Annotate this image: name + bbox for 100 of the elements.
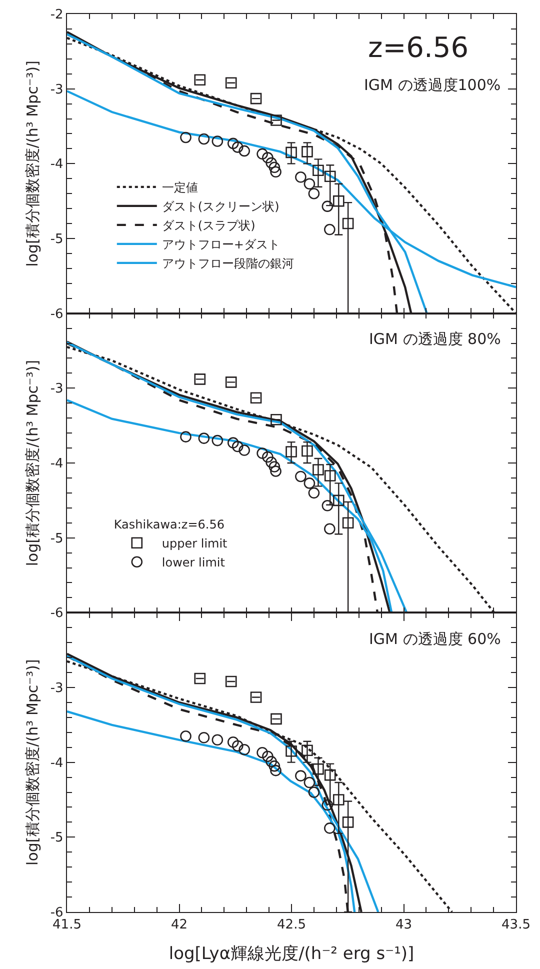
point — [227, 138, 239, 150]
y-tick-label: -6 — [50, 306, 64, 322]
point — [333, 494, 344, 506]
point — [286, 146, 297, 158]
point — [198, 732, 210, 744]
y-axis-title: log[積分個数密度/(h³ Mpc⁻³)] — [24, 659, 42, 866]
point — [227, 736, 239, 748]
x-tick-label: 43.5 — [502, 918, 530, 933]
point — [212, 136, 224, 147]
point — [324, 470, 336, 482]
point — [295, 770, 306, 782]
point — [333, 794, 344, 806]
point — [322, 500, 334, 512]
point — [198, 432, 210, 444]
point — [322, 200, 334, 212]
point — [225, 376, 237, 388]
y-tick-label: -3 — [50, 382, 64, 397]
legend-label: ダスト(スクリーン状) — [162, 200, 280, 214]
legend-label: アウトフロー段階の銀河 — [162, 256, 294, 271]
legend-label: upper limit — [162, 536, 228, 551]
y-tick-label: -4 — [50, 157, 64, 172]
point — [268, 162, 280, 174]
y-tick-label: -6 — [50, 606, 64, 622]
point — [180, 730, 192, 742]
point — [312, 763, 324, 775]
point — [232, 440, 244, 452]
y-tick-label: -5 — [50, 830, 64, 846]
point — [268, 461, 280, 472]
point — [308, 188, 320, 200]
y-tick-label: -3 — [50, 681, 64, 696]
point — [324, 523, 336, 534]
y-tick-label: -4 — [50, 756, 64, 771]
legend-label: アウトフロー+ダスト — [162, 238, 280, 252]
point — [286, 745, 297, 757]
legend-label: 一定値 — [162, 180, 198, 195]
point — [266, 456, 277, 468]
legend-label: lower limit — [162, 556, 226, 570]
point — [324, 769, 336, 781]
point — [212, 434, 224, 446]
y-tick-label: -3 — [50, 82, 64, 98]
point — [333, 195, 344, 207]
point — [225, 77, 237, 88]
point — [262, 152, 274, 164]
point — [266, 157, 277, 169]
x-axis-title: log[Lyα輝線光度/(h⁻² erg s⁻¹)] — [168, 944, 414, 964]
x-tick-label: 42.5 — [277, 918, 306, 933]
x-tick-label: 42 — [170, 918, 188, 933]
point — [238, 744, 250, 756]
point — [270, 713, 282, 725]
annotation: IGM の透過度100% — [364, 76, 501, 94]
point — [232, 740, 244, 752]
point — [262, 750, 274, 762]
point — [342, 517, 354, 529]
point — [198, 133, 210, 145]
legend-title: Kashikawa:z=6.56 — [114, 517, 224, 532]
point — [250, 392, 262, 404]
point — [270, 414, 282, 426]
point — [308, 487, 320, 499]
point — [270, 466, 282, 477]
y-axis-title: log[積分個数密度/(h³ Mpc⁻³)] — [24, 60, 42, 267]
legend-label: ダスト(スラブ状) — [162, 218, 256, 233]
point — [270, 114, 282, 126]
x-tick-label: 43 — [395, 918, 412, 933]
point — [250, 692, 262, 703]
point — [256, 148, 268, 160]
point — [250, 92, 262, 104]
point — [295, 470, 306, 482]
point — [312, 164, 324, 176]
point — [227, 437, 239, 448]
point — [256, 448, 268, 459]
point — [308, 786, 320, 798]
point — [194, 74, 206, 86]
point — [302, 744, 313, 756]
annotation: IGM の透過度 80% — [369, 330, 501, 348]
point — [262, 451, 274, 463]
point — [342, 816, 354, 828]
point — [286, 446, 297, 458]
y-tick-label: -4 — [50, 456, 64, 472]
point — [302, 146, 313, 158]
point — [232, 142, 244, 153]
y-tick-label: -5 — [50, 232, 64, 248]
y-axis-title: log[積分個数密度/(h³ Mpc⁻³)] — [24, 360, 42, 566]
point — [238, 444, 250, 456]
annotation: IGM の透過度 60% — [369, 630, 501, 648]
point — [270, 764, 282, 776]
point — [342, 218, 354, 230]
point — [225, 676, 237, 688]
point — [304, 478, 316, 489]
point — [180, 132, 192, 144]
point — [324, 170, 336, 182]
point — [268, 760, 280, 772]
point — [312, 464, 324, 476]
point — [238, 145, 250, 157]
annotation: z=6.56 — [368, 31, 469, 64]
point — [212, 734, 224, 746]
point — [304, 178, 316, 190]
point — [194, 672, 206, 684]
point — [324, 822, 336, 834]
point — [256, 746, 268, 758]
point — [304, 776, 316, 788]
